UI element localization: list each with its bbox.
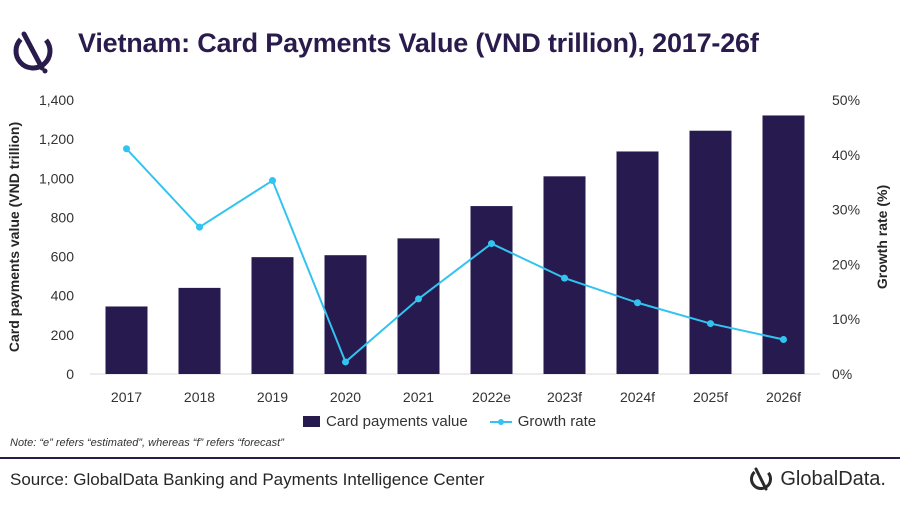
growth-rate-point (123, 145, 130, 153)
y-axis-title: Card payments value (VND trillion) (6, 122, 22, 352)
chart: 0 200 400 600 800 1,000 1,200 1,400 0% 10% 20% 30% 4… (6, 92, 890, 405)
x-tick-label: 2017 (111, 389, 142, 405)
x-tick-label: 2018 (184, 389, 215, 405)
chart-legend: Card payments value Growth rate (303, 413, 618, 430)
y-tick-label: 0 (66, 366, 74, 382)
brand-logo: GlobalData. (748, 466, 886, 492)
x-tick-label: 2023f (547, 389, 582, 405)
legend-bar-swatch (303, 416, 320, 427)
globaldata-logo-icon (13, 31, 53, 74)
x-tick-label: 2025f (693, 389, 728, 405)
bar (251, 257, 294, 374)
x-tick-label: 2026f (766, 389, 801, 405)
growth-rate-point (196, 223, 203, 231)
growth-rate-point (415, 295, 422, 303)
growth-rate-point (342, 358, 349, 366)
bar (616, 151, 659, 374)
y2-tick-label: 50% (832, 92, 860, 108)
y-tick-label: 1,000 (39, 170, 74, 186)
x-tick-label: 2020 (330, 389, 361, 405)
y-tick-label: 800 (51, 209, 75, 225)
bar (470, 206, 513, 374)
y-tick-label: 1,400 (39, 92, 74, 108)
y-tick-label: 400 (51, 288, 75, 304)
growth-rate-point (634, 299, 641, 307)
y2-tick-label: 30% (832, 202, 860, 218)
bar (178, 287, 221, 374)
footer-divider (0, 457, 900, 459)
growth-rate-point (269, 177, 276, 185)
y2-tick-label: 20% (832, 256, 860, 272)
growth-rate-line (125, 148, 784, 364)
legend-item-growth-rate: Growth rate (489, 413, 597, 430)
y2-axis-title: Growth rate (%) (874, 185, 890, 289)
growth-rate-point (561, 274, 568, 282)
legend-label-card-payments: Card payments value (326, 413, 468, 430)
legend-line-swatch (489, 416, 512, 428)
legend-label-growth-rate: Growth rate (517, 413, 597, 430)
source-text: Source: GlobalData Banking and Payments … (10, 470, 485, 489)
x-tick-label: 2019 (257, 389, 288, 405)
growth-rate-point (780, 335, 787, 343)
legend-item-card-payments: Card payments value (303, 413, 468, 430)
y-tick-label: 200 (51, 327, 75, 343)
chart-note: Note: “e” refers “estimated”, whereas “f… (10, 437, 284, 449)
growth-rate-point (488, 240, 495, 248)
x-tick-label: 2021 (403, 389, 434, 405)
x-tick-label: 2022e (472, 389, 511, 405)
y2-tick-label: 40% (832, 147, 860, 163)
bar (105, 306, 148, 374)
bar (324, 255, 367, 374)
y2-tick-label: 10% (832, 311, 860, 327)
brand-name: GlobalData. (780, 467, 886, 490)
bar (762, 115, 805, 374)
bar (689, 130, 732, 374)
globaldata-brand-icon (750, 467, 773, 491)
y-tick-label: 1,200 (39, 131, 74, 147)
y2-tick-label: 0% (832, 366, 852, 382)
bar (397, 238, 440, 374)
x-tick-label: 2024f (620, 389, 655, 405)
y-tick-label: 600 (51, 249, 75, 265)
page-title: Vietnam: Card Payments Value (VND trilli… (78, 28, 759, 58)
growth-rate-point (707, 320, 714, 328)
